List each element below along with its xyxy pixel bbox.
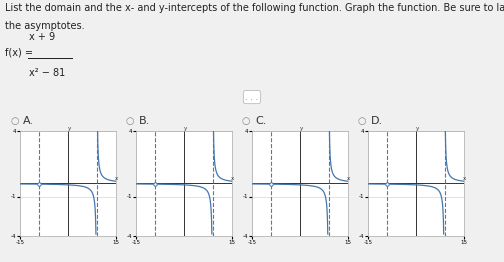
Text: f(x) =: f(x) = — [5, 47, 33, 57]
Text: C.: C. — [255, 116, 267, 125]
Text: B.: B. — [139, 116, 150, 125]
Text: y: y — [68, 126, 71, 131]
Text: y: y — [300, 126, 303, 131]
Text: ○: ○ — [242, 116, 250, 125]
Text: x: x — [115, 176, 118, 181]
Text: A.: A. — [23, 116, 34, 125]
Text: ○: ○ — [126, 116, 135, 125]
Text: . . .: . . . — [245, 92, 259, 102]
Text: ○: ○ — [10, 116, 19, 125]
Text: List the domain and the x- and y-intercepts of the following function. Graph the: List the domain and the x- and y-interce… — [5, 3, 504, 13]
Text: y: y — [184, 126, 187, 131]
Text: x: x — [231, 176, 234, 181]
Text: ○: ○ — [358, 116, 366, 125]
Text: D.: D. — [371, 116, 383, 125]
Text: x² − 81: x² − 81 — [29, 68, 66, 78]
Text: x: x — [463, 176, 466, 181]
Text: y: y — [416, 126, 419, 131]
Text: x: x — [347, 176, 350, 181]
Text: x + 9: x + 9 — [29, 32, 55, 42]
Text: the asymptotes.: the asymptotes. — [5, 21, 85, 31]
